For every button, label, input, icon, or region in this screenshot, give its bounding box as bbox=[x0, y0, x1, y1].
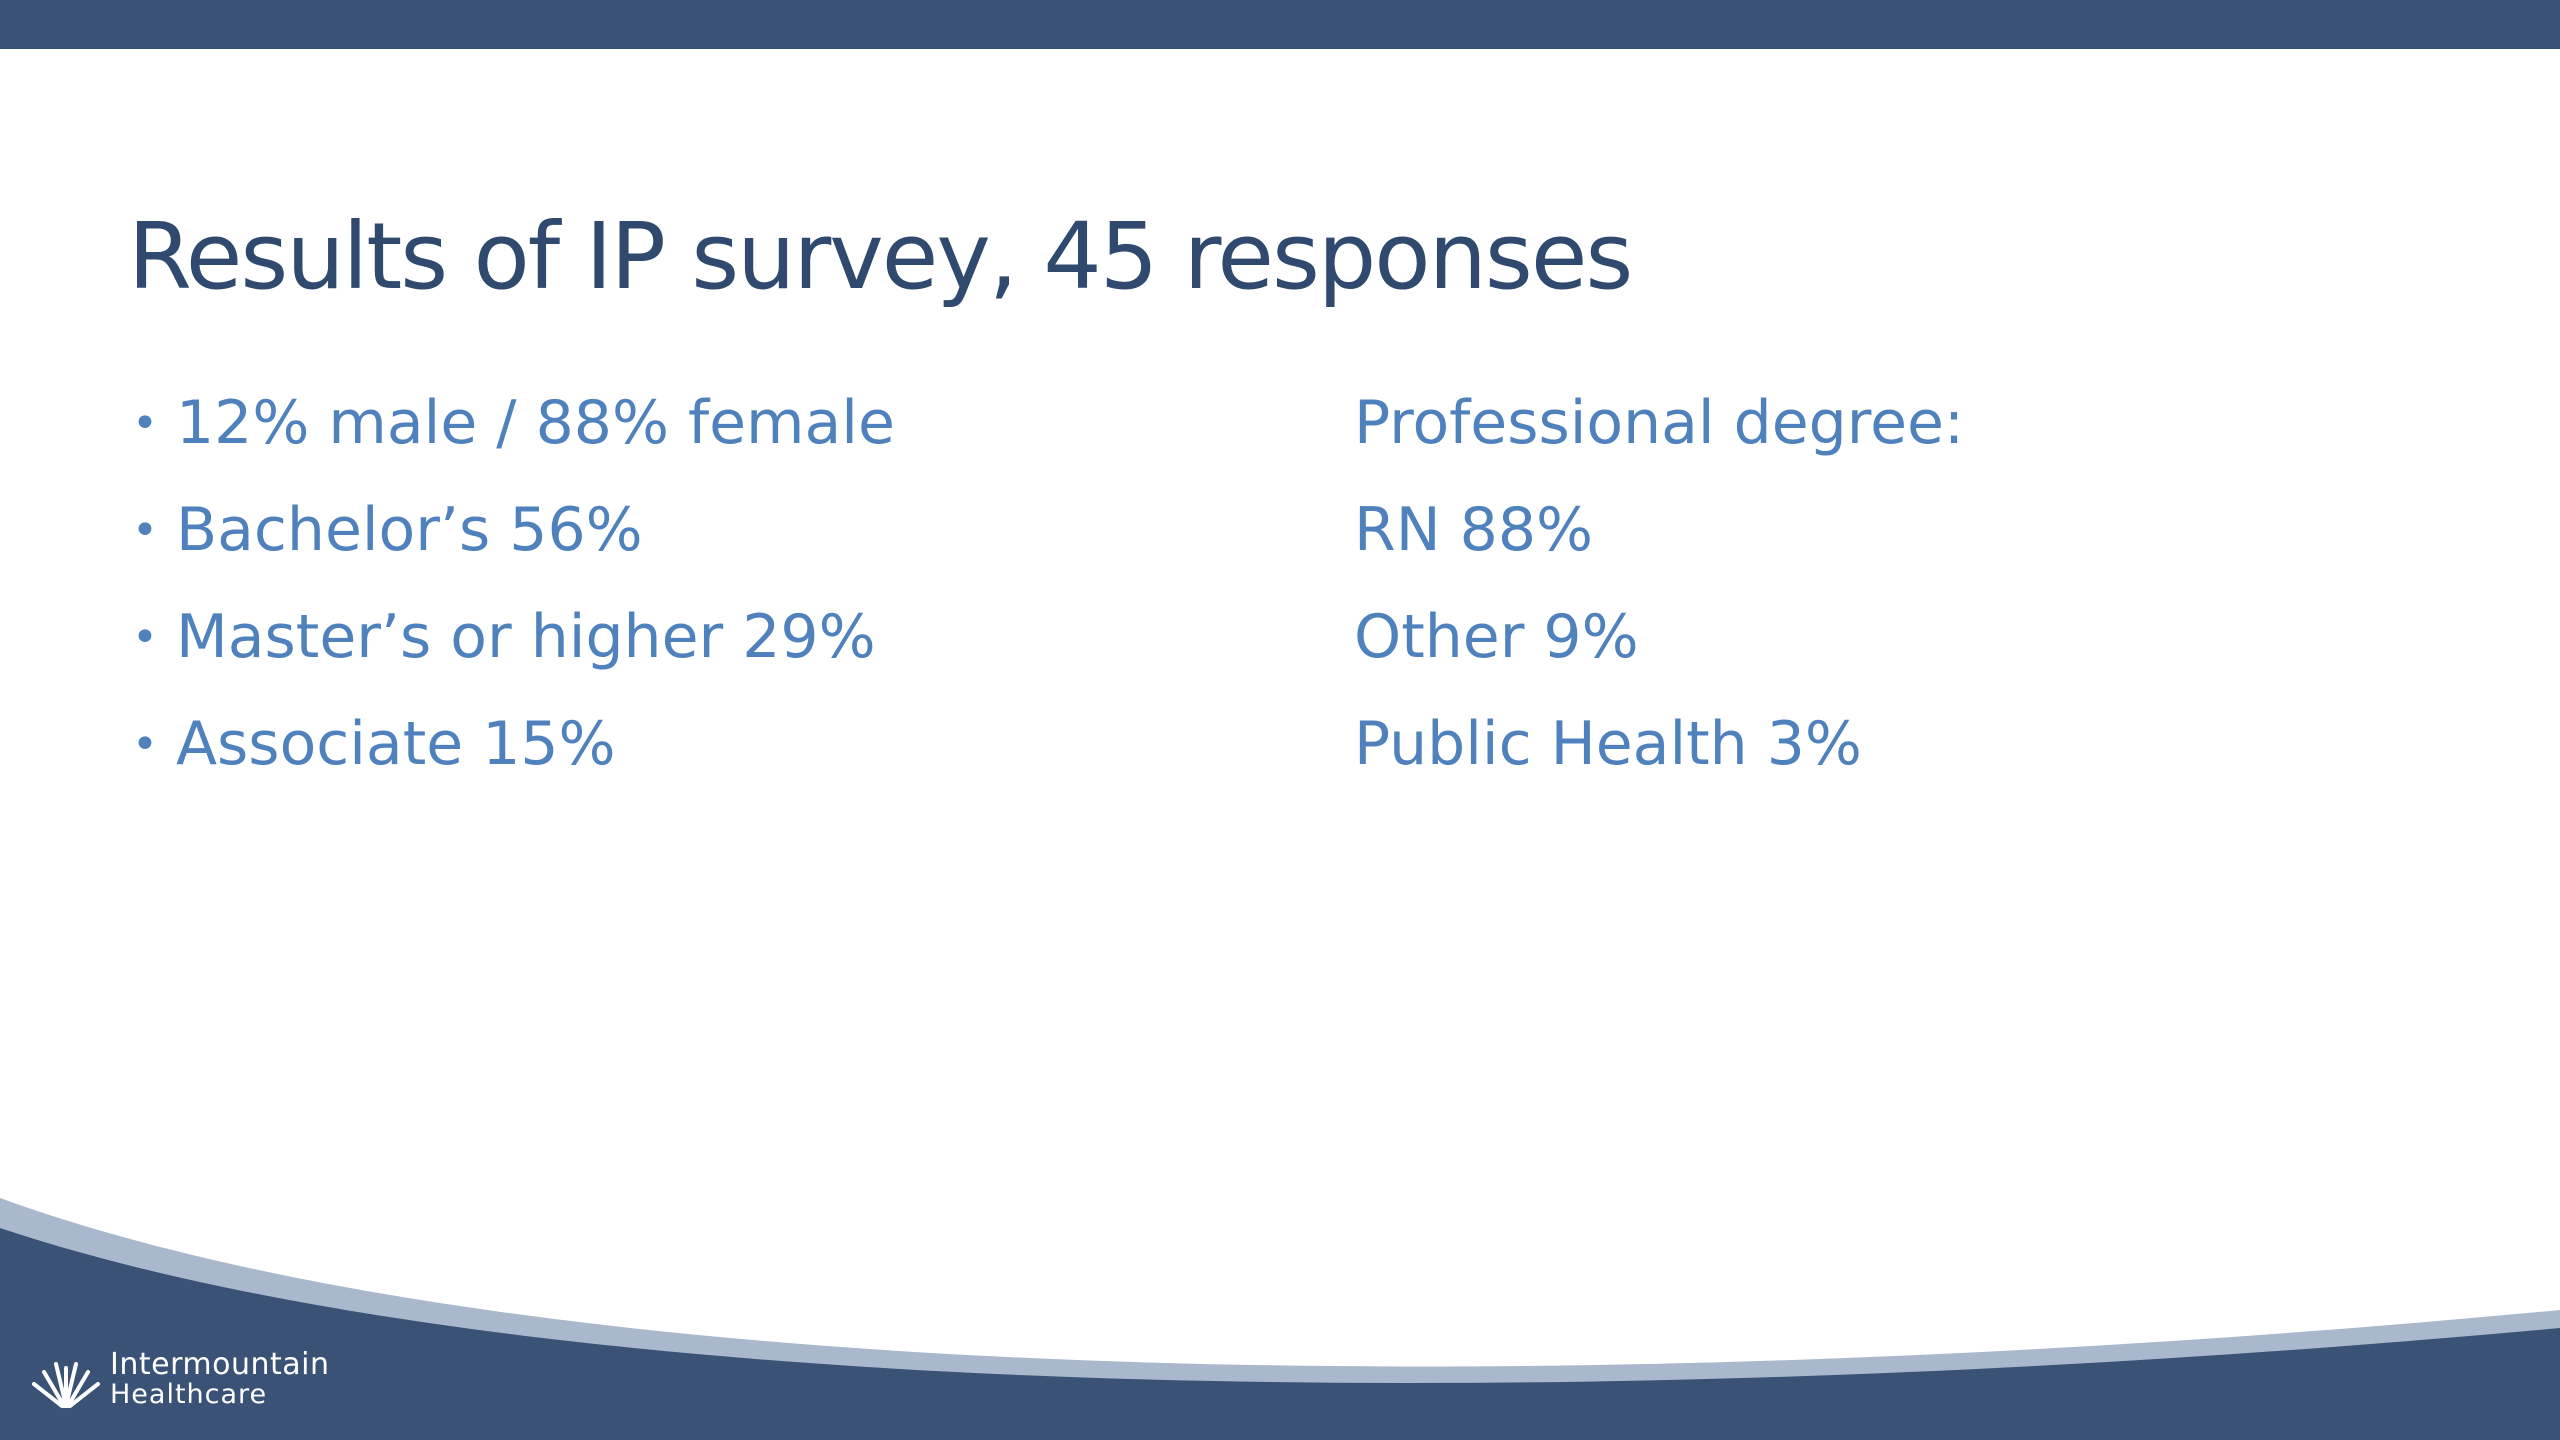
list-item-text: Master’s or higher 29% bbox=[176, 602, 876, 672]
logo-line-healthcare: Healthcare bbox=[110, 1379, 268, 1410]
intermountain-hands-icon bbox=[32, 1362, 100, 1408]
list-item: Public Health 3% bbox=[1354, 709, 1862, 779]
bullet-icon: • bbox=[132, 612, 158, 663]
list-item: • Bachelor’s 56% bbox=[128, 477, 895, 584]
list-heading: Professional degree: bbox=[1354, 388, 1965, 458]
professional-degree-list: Professional degree: RN 88% Other 9% Pub… bbox=[1354, 370, 1964, 798]
list-item-text: 12% male / 88% female bbox=[176, 388, 895, 458]
left-bullet-list: • 12% male / 88% female • Bachelor’s 56% •… bbox=[128, 370, 895, 798]
list-item-text: Associate 15% bbox=[176, 709, 616, 779]
intermountain-logo: Intermountain Healthcare bbox=[30, 1345, 330, 1415]
list-item: Other 9% bbox=[1354, 602, 1639, 672]
bullet-icon: • bbox=[132, 398, 158, 449]
slide-title: Results of IP survey, 45 responses bbox=[128, 203, 1633, 310]
bullet-icon: • bbox=[132, 719, 158, 770]
list-item: • 12% male / 88% female bbox=[128, 370, 895, 477]
logo-text: Intermountain Healthcare bbox=[110, 1350, 330, 1410]
list-item-text: Bachelor’s 56% bbox=[176, 495, 643, 565]
top-bar bbox=[0, 0, 2560, 49]
footer-swoosh bbox=[0, 1198, 2560, 1440]
list-item: RN 88% bbox=[1354, 495, 1594, 565]
logo-line-intermountain: Intermountain bbox=[110, 1347, 330, 1382]
list-item: • Associate 15% bbox=[128, 691, 895, 798]
list-item: • Master’s or higher 29% bbox=[128, 584, 895, 691]
bullet-icon: • bbox=[132, 505, 158, 556]
